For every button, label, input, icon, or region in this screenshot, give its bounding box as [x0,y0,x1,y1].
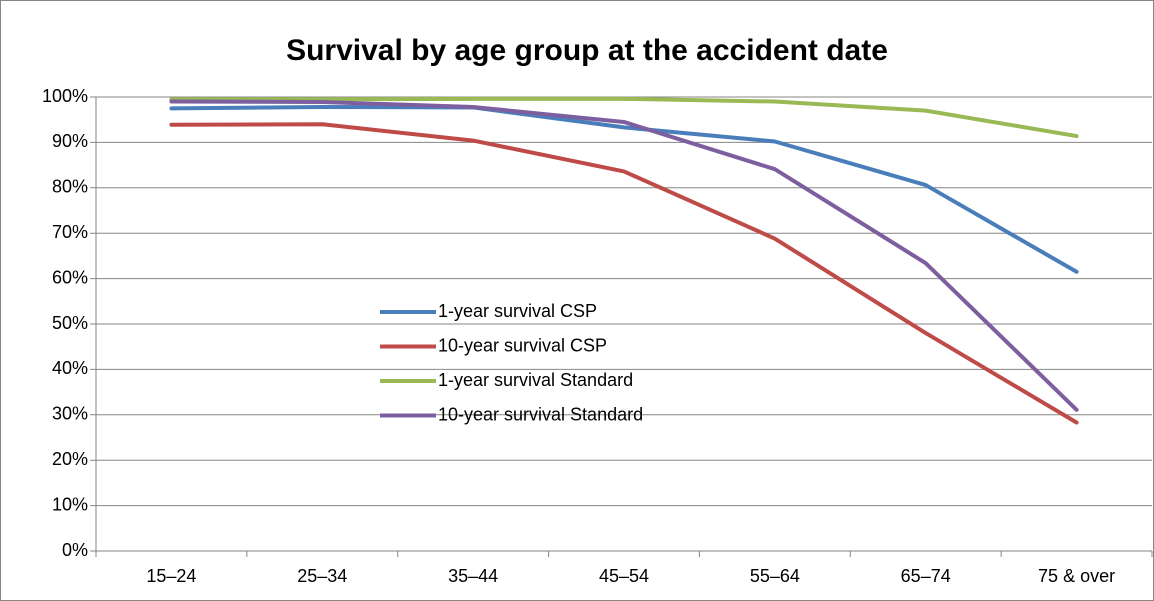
x-tick-label: 25–34 [297,566,347,586]
y-tick-label: 40% [52,358,88,378]
x-tick-label: 55–64 [750,566,800,586]
y-tick-label: 90% [52,131,88,151]
chart-title: Survival by age group at the accident da… [286,34,888,67]
x-tick-label: 35–44 [448,566,498,586]
y-tick-label: 20% [52,449,88,469]
y-tick-label: 30% [52,404,88,424]
legend-label: 10-year survival CSP [438,335,607,355]
y-tick-label: 80% [52,177,88,197]
series-line [169,96,1079,139]
x-tick-label: 45–54 [599,566,649,586]
y-tick-label: 60% [52,267,88,287]
y-tick-label: 100% [42,86,88,106]
x-tick-label: 65–74 [901,566,951,586]
y-tick-label: 70% [52,222,88,242]
x-tick-label: 15–24 [146,566,196,586]
legend-label: 1-year survival Standard [438,370,633,390]
series-line [169,122,1079,425]
series-line [169,104,1079,274]
y-tick-label: 0% [62,540,88,560]
series-line [169,99,1079,412]
legend-label: 10-year survival Standard [438,404,643,424]
x-tick-label: 75 & over [1038,566,1115,586]
legend-label: 1-year survival CSP [438,301,597,321]
y-tick-label: 50% [52,313,88,333]
y-tick-label: 10% [52,494,88,514]
